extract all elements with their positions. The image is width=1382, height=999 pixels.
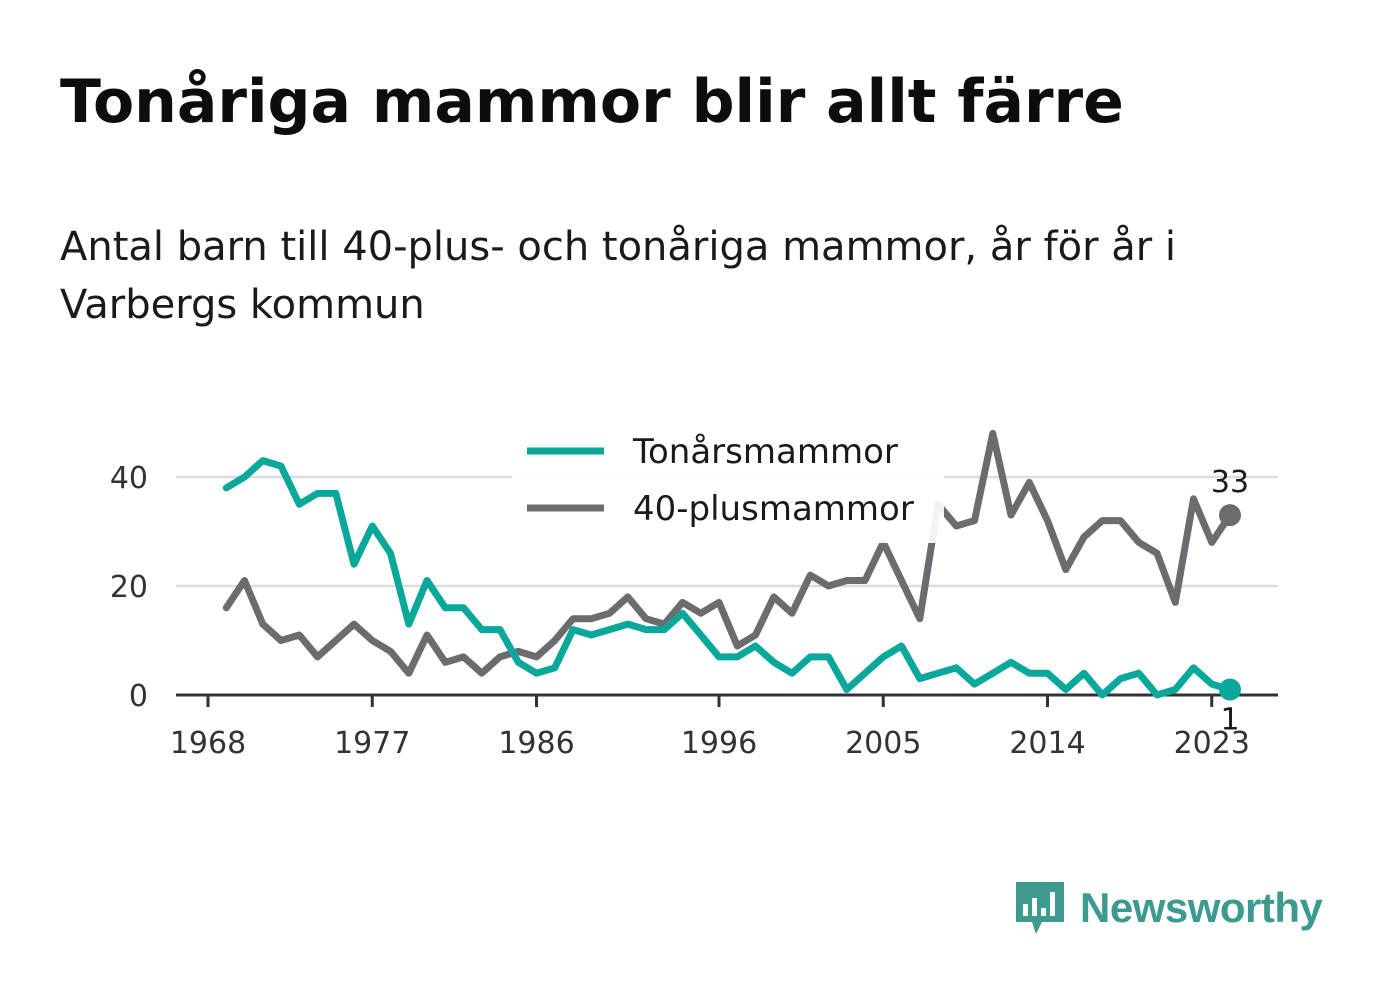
legend-label: Tonårsmammor [632, 432, 898, 472]
chart-subtitle: Antal barn till 40-plus- och tonåriga ma… [60, 224, 1177, 328]
newsworthy-logo-text: Newsworthy [1080, 884, 1323, 931]
newsworthy-logo-icon [1016, 882, 1064, 934]
legend: Tonårsmammor 40-plusmammor [512, 425, 944, 543]
x-tick-label: 1968 [170, 726, 246, 761]
x-tick-label: 2014 [1009, 726, 1085, 761]
series-lines [222, 429, 1234, 699]
x-tick-label: 1996 [681, 726, 757, 761]
y-tick-label: 20 [110, 570, 148, 605]
series-line-tonarsmammor [222, 457, 1234, 699]
newsworthy-logo: Newsworthy [1012, 878, 1323, 938]
legend-label: 40-plusmammor [633, 489, 914, 529]
end-point-40-plusmammor [1219, 504, 1241, 527]
series-line-40-plusmammor [222, 429, 1234, 677]
x-axis: 1968 1977 1986 1996 2005 2014 2023 [170, 693, 1278, 761]
legend-background [512, 425, 944, 543]
end-label-40-plusmammor: 33 [1211, 465, 1249, 500]
x-tick-label: 2023 [1174, 726, 1250, 761]
x-tick-label: 1986 [498, 726, 574, 761]
end-label-tonarsmammor: 1 [1220, 703, 1239, 738]
y-tick-label: 0 [129, 679, 148, 714]
y-tick-label: 40 [110, 461, 148, 496]
gridlines: 0 20 40 [110, 461, 1278, 714]
end-labels: 1 33 [1211, 465, 1249, 737]
chart-title: Tonåriga mammor blir allt färre [60, 67, 1124, 137]
x-tick-label: 1977 [334, 726, 410, 761]
end-point-tonarsmammor [1219, 678, 1241, 701]
x-tick-label: 2005 [845, 726, 921, 761]
